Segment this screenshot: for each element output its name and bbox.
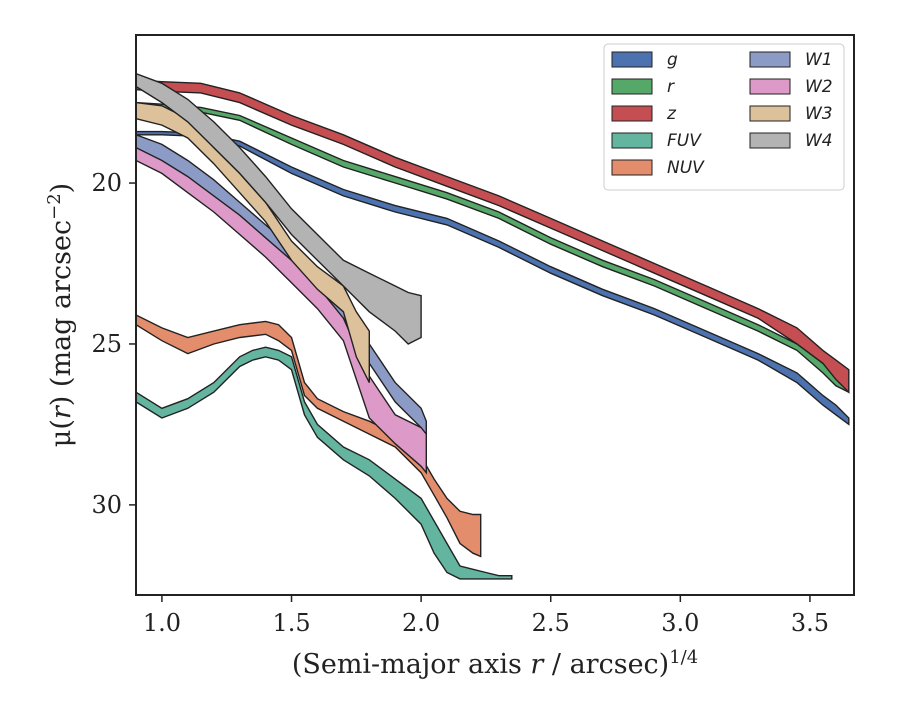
- y-axis-title-sup: −2: [44, 193, 65, 220]
- legend-label-fuv: FUV: [667, 131, 702, 151]
- band-g: [136, 130, 850, 426]
- y-axis-title-var: r: [46, 404, 77, 419]
- legend-swatch-g: [611, 51, 653, 68]
- y-axis-ticks: 20 25 30: [91, 169, 136, 519]
- x-tick-label: 2.5: [532, 609, 570, 637]
- x-tick-label: 1.5: [272, 609, 310, 637]
- x-axis-title-mid: / arcsec): [543, 649, 669, 680]
- legend-label-g: g: [667, 50, 678, 70]
- band-w4: [136, 72, 422, 345]
- legend-label-w1: W1: [805, 50, 833, 70]
- x-axis-ticks: 1.0 1.5 2.0 2.5 3.0 3.5: [143, 595, 829, 637]
- legend-label-nuv: NUV: [667, 158, 705, 178]
- x-tick-label: 2.0: [402, 609, 440, 637]
- y-axis-title-mid: ) (mag arcsec: [46, 220, 77, 406]
- y-tick-label: 30: [91, 491, 122, 519]
- y-tick-label: 25: [91, 330, 122, 358]
- legend-swatch-r: [611, 78, 653, 95]
- x-tick-label: 3.0: [661, 609, 699, 637]
- band-z: [136, 79, 850, 394]
- x-tick-label: 3.5: [791, 609, 829, 637]
- x-axis-title-sup: 1/4: [669, 647, 698, 668]
- legend-items: grz FUV NUV W1 W2 W3 W4: [611, 50, 833, 178]
- y-tick-label: 20: [91, 169, 122, 197]
- y-axis-title-post: ): [46, 183, 77, 194]
- legend-swatch-w4: [749, 132, 791, 149]
- x-axis-title-pre: (Semi-major axis: [292, 649, 531, 680]
- legend-swatch-w1: [749, 51, 791, 68]
- legend-label-r: r: [667, 77, 675, 97]
- y-axis-title: μ(r) (mag arcsec−2): [44, 183, 78, 447]
- x-axis-title: (Semi-major axis r / arcsec)1/4: [292, 647, 698, 681]
- legend-label-w4: W4: [805, 131, 833, 151]
- legend-swatch-z: [611, 105, 653, 122]
- legend-swatch-fuv: [611, 132, 653, 149]
- x-tick-label: 1.0: [143, 609, 181, 637]
- profile-bands: [136, 72, 850, 580]
- plot-frame: [135, 34, 855, 596]
- legend-swatch-nuv: [611, 159, 653, 176]
- band-w2: [136, 146, 427, 475]
- band-nuv: [136, 314, 482, 558]
- x-axis-title-var: r: [530, 649, 545, 680]
- legend-label-z: z: [666, 104, 677, 124]
- legend: grz FUV NUV W1 W2 W3 W4: [603, 43, 845, 191]
- legend-label-w2: W2: [805, 77, 833, 97]
- legend-swatch-w2: [749, 78, 791, 95]
- legend-swatch-w3: [749, 105, 791, 122]
- legend-label-w3: W3: [805, 104, 833, 124]
- y-axis-title-pre: μ(: [46, 419, 77, 447]
- band-fuv: [136, 346, 513, 580]
